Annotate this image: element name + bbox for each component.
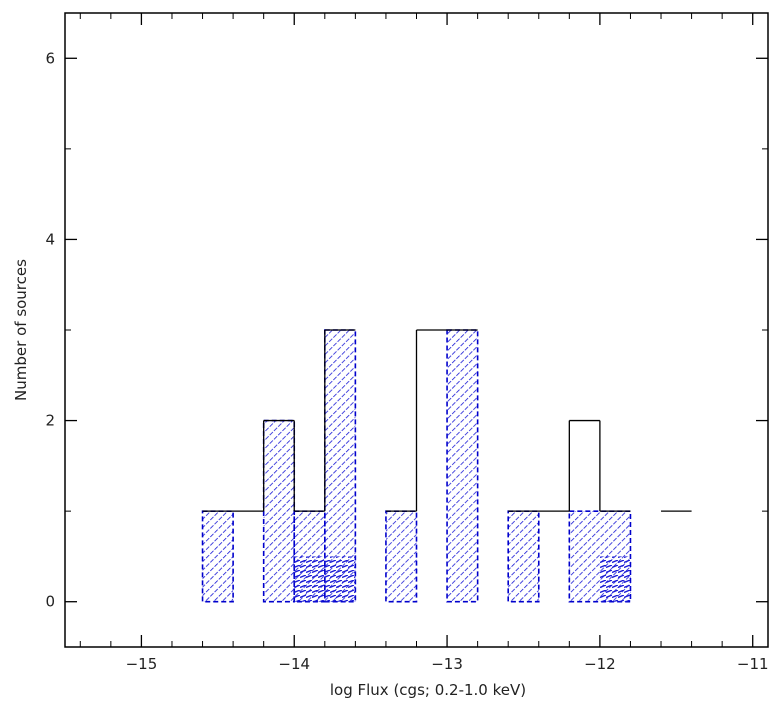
y-axis-title: Number of sources [12, 259, 30, 401]
x-axis-title: log Flux (cgs; 0.2-1.0 keV) [330, 681, 526, 699]
y-tick-label: 6 [45, 49, 55, 67]
hatched-bar [446, 329, 479, 603]
hatched-bar [385, 510, 418, 603]
x-tick-label: −14 [278, 655, 310, 673]
x-tick-label: −15 [126, 655, 158, 673]
hatched-inner-bar [599, 556, 631, 602]
outline-histogram [202, 329, 692, 512]
x-tick-label: −12 [584, 655, 616, 673]
y-tick-label: 0 [45, 593, 55, 611]
y-tick-label: 4 [45, 230, 55, 248]
x-tick-label: −13 [431, 655, 463, 673]
hatched-bar [262, 419, 296, 603]
x-axis-ticks: −15 −14 −13 −12 −11 [79, 13, 769, 673]
x-tick-label: −11 [737, 655, 769, 673]
hatched-bar [201, 510, 234, 603]
y-tick-label: 2 [45, 412, 55, 430]
hatched-inner-histogram [294, 556, 631, 602]
y-axis-ticks: 0 2 4 6 [45, 49, 768, 611]
hatched-inner-bar [294, 556, 356, 602]
hatched-bar [507, 510, 540, 603]
